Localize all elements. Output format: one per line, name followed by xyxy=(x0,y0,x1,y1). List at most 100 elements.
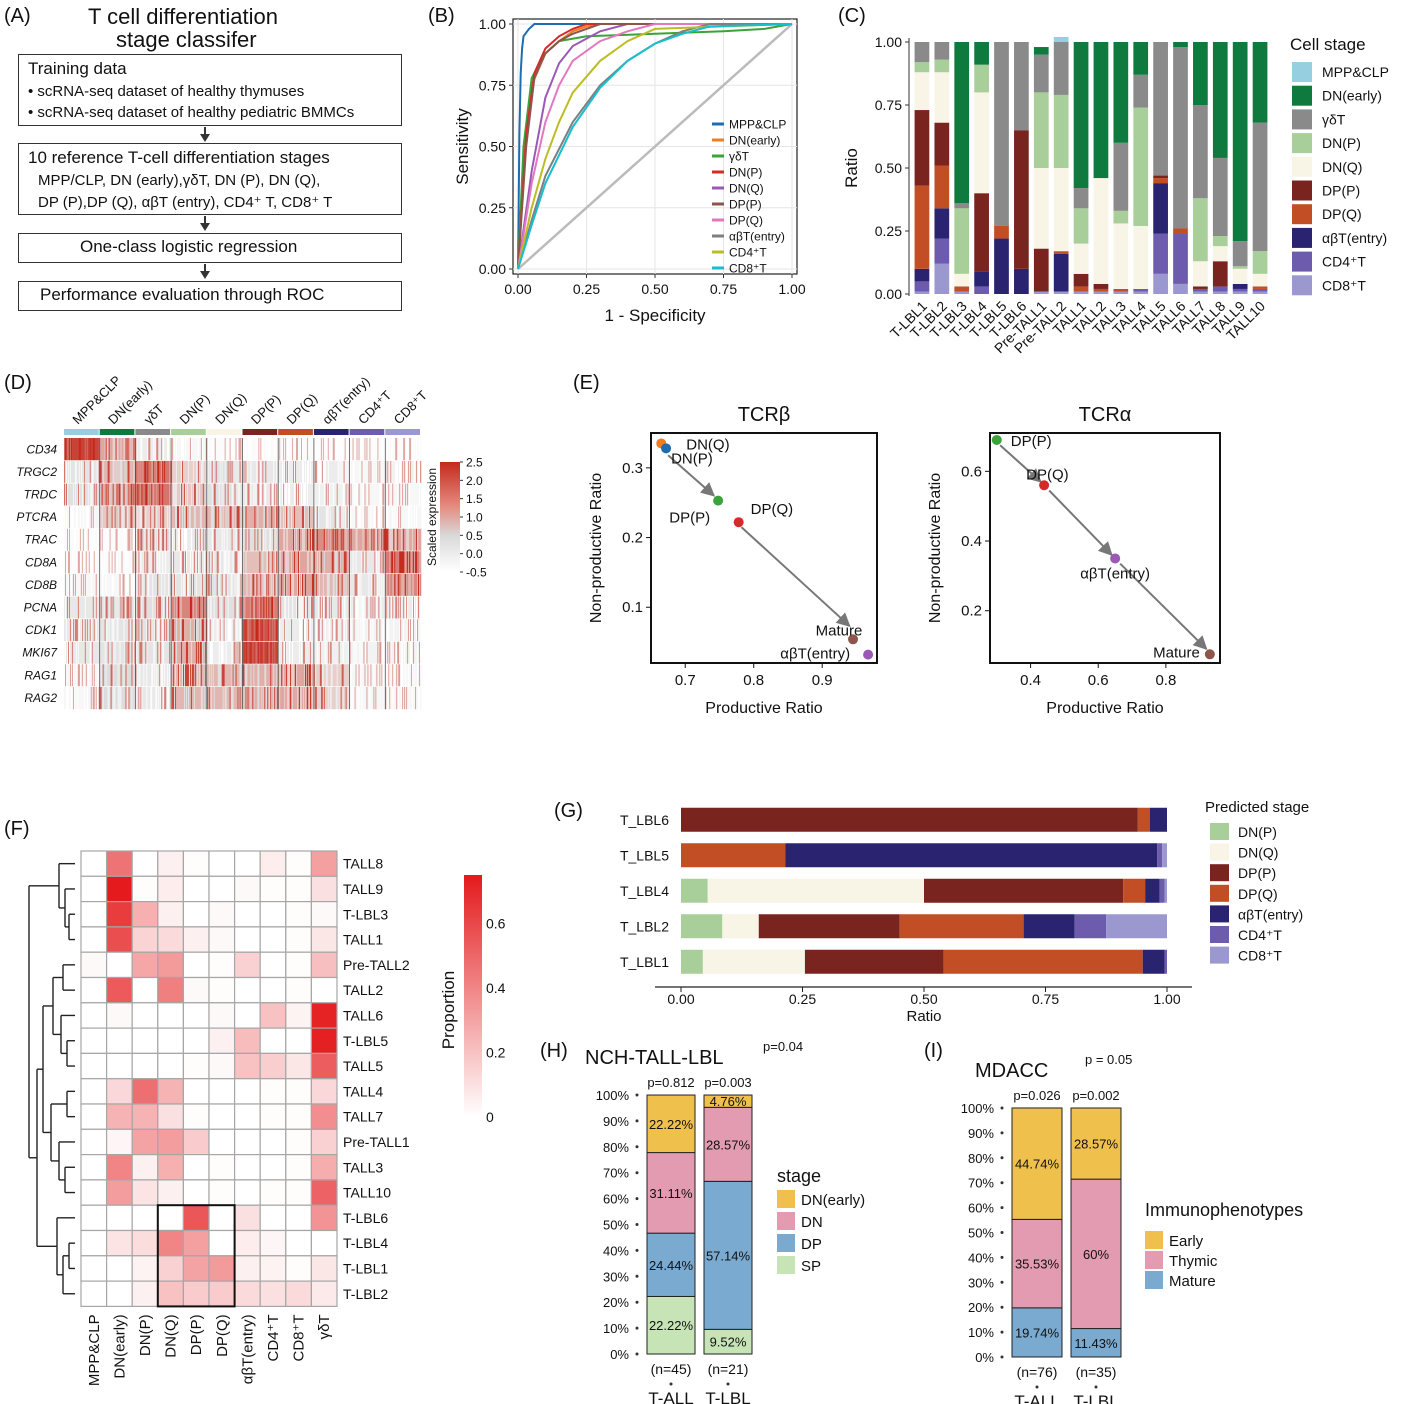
expression-cell xyxy=(324,505,327,529)
expression-cell xyxy=(175,528,177,551)
expression-cell xyxy=(242,483,244,506)
expression-cell xyxy=(95,664,98,687)
expression-cell xyxy=(316,438,319,461)
expression-cell xyxy=(152,460,154,484)
expression-cell xyxy=(261,551,263,574)
stage-bar-tall1-cd8-t xyxy=(1073,291,1089,294)
expression-cell xyxy=(405,528,407,551)
expression-cell xyxy=(112,596,114,619)
expression-cell xyxy=(141,528,143,551)
expression-cell xyxy=(329,438,332,461)
proportion-cell xyxy=(259,1204,287,1232)
expression-cell xyxy=(239,460,241,484)
expression-cell xyxy=(321,438,324,461)
expression-cell xyxy=(176,528,178,551)
expression-cell xyxy=(360,686,362,710)
expression-cell xyxy=(339,438,341,461)
expression-cell xyxy=(414,505,416,529)
expression-cell xyxy=(219,460,221,484)
proportion-cell xyxy=(208,1002,236,1029)
expression-cell xyxy=(215,664,218,687)
expression-cell xyxy=(271,551,273,574)
expression-cell xyxy=(334,618,337,642)
expression-cell xyxy=(334,573,337,597)
expression-cell xyxy=(399,483,401,506)
expression-cell xyxy=(366,686,368,710)
expression-cell xyxy=(294,573,296,597)
expression-cell xyxy=(314,483,317,506)
predicted-y-label-t-lbl1: T_LBL1 xyxy=(620,954,669,970)
expression-cell xyxy=(115,460,117,484)
expression-cell xyxy=(411,551,413,574)
expression-cell xyxy=(177,686,179,710)
expression-cell xyxy=(302,505,305,529)
expression-cell xyxy=(159,641,161,664)
expression-cell xyxy=(141,438,143,461)
expression-cell xyxy=(303,438,306,461)
expression-cell xyxy=(123,438,125,461)
expression-cell xyxy=(204,483,207,506)
expression-cell xyxy=(364,573,366,597)
proportion-cell xyxy=(285,1002,312,1029)
expression-cell xyxy=(129,664,131,687)
expression-cell xyxy=(363,686,365,710)
expression-cell xyxy=(269,686,271,710)
expression-cell xyxy=(318,573,321,597)
expression-cell xyxy=(201,573,204,597)
expression-cell xyxy=(319,483,322,506)
expression-cell xyxy=(69,664,72,687)
expression-cell xyxy=(239,664,241,687)
expression-cell xyxy=(333,438,336,461)
expression-cell xyxy=(332,664,335,687)
expression-cell xyxy=(102,483,104,506)
expression-cell xyxy=(135,483,137,506)
expression-cell xyxy=(210,505,213,529)
expression-cell xyxy=(148,505,150,529)
expression-cell xyxy=(396,483,398,506)
expression-cell xyxy=(157,438,159,461)
expression-cell xyxy=(229,686,231,710)
expression-cell xyxy=(125,528,127,551)
expression-cell xyxy=(75,664,78,687)
predicted-bar-t-lbl1-dp-p xyxy=(804,949,944,974)
expression-cell xyxy=(217,686,219,710)
expression-cell xyxy=(343,618,345,642)
expression-cell xyxy=(185,438,188,461)
expression-cell xyxy=(335,528,338,551)
expression-cell xyxy=(275,551,277,574)
expression-cell xyxy=(73,596,76,619)
expression-cell xyxy=(356,528,358,551)
expression-cell xyxy=(117,596,119,619)
expression-cell xyxy=(379,573,381,597)
predicted-bar-t-lbl4-dp-q xyxy=(1123,878,1146,903)
expression-cell xyxy=(128,505,130,529)
expression-cell xyxy=(68,573,71,597)
expression-cell xyxy=(320,551,323,574)
expression-cell xyxy=(370,686,372,710)
expression-cell xyxy=(276,505,278,529)
expression-cell xyxy=(218,686,220,710)
expression-cell xyxy=(78,438,81,461)
expression-cell xyxy=(188,460,191,484)
training-data-title: Training data xyxy=(28,59,127,78)
expression-cell xyxy=(143,664,145,687)
expression-cell xyxy=(361,664,363,687)
training-item-2: • scRNA-seq dataset of healthy pediatric… xyxy=(28,104,355,121)
expression-cell xyxy=(154,438,156,461)
expression-cell xyxy=(360,483,362,506)
expression-cell xyxy=(404,641,406,664)
expression-cell xyxy=(292,483,294,506)
expression-cell xyxy=(412,505,414,529)
proportion-cell xyxy=(259,875,287,903)
expression-cell xyxy=(169,618,171,642)
stage-bar-t-lbl1-dp-p xyxy=(914,110,930,186)
expression-cell xyxy=(118,460,120,484)
expression-cell xyxy=(96,596,99,619)
expression-cell xyxy=(259,573,261,597)
expression-cell xyxy=(295,686,297,710)
expression-cell xyxy=(385,460,387,484)
expression-cell xyxy=(74,664,77,687)
expression-cell xyxy=(343,664,345,687)
proportion-row-label-t-lbl3: T-LBL3 xyxy=(343,906,388,922)
expression-cell xyxy=(146,641,148,664)
